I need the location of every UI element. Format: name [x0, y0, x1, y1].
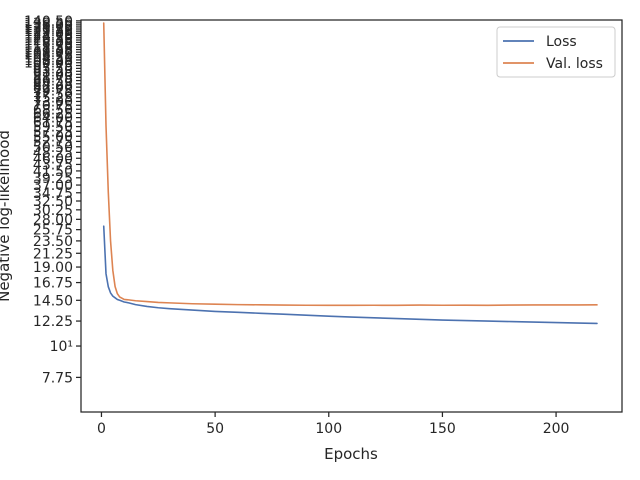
y-tick-label: 93.25 [33, 64, 73, 80]
y-axis-label: Negative log-likelihood [0, 130, 13, 302]
legend: Loss Val. loss [496, 26, 616, 78]
y-tick-label: 97.75 [33, 59, 73, 75]
y-tick-label: 7.75 [42, 370, 73, 386]
y-tick-label: 21.25 [33, 246, 73, 262]
legend-label: Loss [546, 34, 577, 50]
series-line-val-loss [102, 22, 598, 307]
y-tick-label: 61.75 [33, 115, 73, 131]
y-tick-label: 95.50 [33, 61, 73, 77]
series-layer [102, 22, 598, 325]
y-tick-label: 75.25 [33, 91, 73, 107]
y-tick-label: 25.75 [33, 223, 73, 239]
plot-area [80, 19, 623, 413]
y-tick-label: 41.50 [33, 164, 73, 180]
y-tick-label: 34.75 [33, 186, 73, 202]
y-tick-label: 84.25 [33, 77, 73, 93]
x-axis-label: Epochs [324, 445, 378, 463]
y-tick-label: 68.50 [33, 102, 73, 118]
y-tick-label: 133.75 [24, 20, 73, 36]
y-tick-label: 28.00 [33, 212, 73, 228]
y-tick-label: 120.25 [24, 33, 73, 49]
y-tick-label: 73.00 [33, 94, 73, 110]
y-tick-label: 57.25 [33, 124, 73, 140]
y-tick-label: 86.50 [33, 74, 73, 90]
y-tick-label: 122.50 [24, 31, 73, 47]
y-tick-label: 64.00 [33, 111, 73, 127]
y-tick-label: 50.50 [33, 140, 73, 156]
y-tick-label: 14.50 [33, 293, 73, 309]
y-tick-label: 16.75 [33, 276, 73, 292]
legend-box [496, 26, 616, 78]
y-tick-label: 100.00 [24, 56, 73, 72]
y-tick-label: 113.50 [24, 40, 73, 56]
y-tick-label: 131.50 [24, 22, 73, 38]
y-tick-label: 82.00 [33, 80, 73, 96]
y-tick-label: 48.25 [33, 145, 73, 161]
y-tick-label: 70.75 [33, 98, 73, 114]
y-tick-label: 37.00 [33, 178, 73, 194]
y-tick-label: 104.50 [24, 50, 73, 66]
x-tick-label: 0 [97, 421, 106, 437]
y-tick-label: 129.25 [24, 24, 73, 40]
y-tick-label: 66.25 [33, 106, 73, 122]
y-tick-label: 91.00 [33, 67, 73, 83]
plot-frame [80, 19, 623, 413]
y-tick-label: 43.75 [33, 157, 73, 173]
y-tick-label: 32.50 [33, 194, 73, 210]
series-line-loss [102, 225, 598, 325]
y-tick-label: 46.00 [33, 151, 73, 167]
legend-label: Val. loss [546, 56, 603, 72]
y-tick-label: 30.25 [33, 203, 73, 219]
y-tick-label: 102.25 [24, 53, 73, 69]
x-tick-label: 50 [206, 421, 224, 437]
y-tick-label: 111.25 [24, 43, 73, 59]
y-tick-label: 127.00 [24, 26, 73, 42]
y-tick-label: 106.75 [24, 48, 73, 64]
y-tick-label: 19.00 [33, 260, 73, 276]
x-tick-label: 200 [543, 421, 570, 437]
x-axis: 0 50 100 150 200 [97, 412, 569, 437]
y-tick-label: 115.75 [24, 38, 73, 54]
y-tick-label: 136.00 [24, 18, 73, 34]
y-tick-label: 77.50 [33, 87, 73, 103]
y-tick-label: 88.75 [33, 70, 73, 86]
y-tick-label: 79.75 [33, 84, 73, 100]
y-tick-label: 140.50 [24, 14, 73, 30]
x-tick-label: 150 [429, 421, 456, 437]
y-tick-label: 138.25 [24, 16, 73, 32]
y-tick-label: 23.50 [33, 234, 73, 250]
y-tick-label: 52.75 [33, 134, 73, 150]
y-tick-label: 39.25 [33, 171, 73, 187]
y-tick-label: 55.00 [33, 129, 73, 145]
y-axis: 7.75 10¹ 12.25 14.5016.7519.0021.2523.5025.… [24, 14, 81, 386]
y-tick-label: 59.50 [33, 120, 73, 136]
x-tick-label: 100 [315, 421, 342, 437]
y-tick-label: 109.00 [24, 45, 73, 61]
y-tick-label: 124.75 [24, 29, 73, 45]
y-tick-label: 118.00 [24, 35, 73, 51]
y-tick-label: 10¹ [50, 339, 73, 355]
y-tick-label: 12.25 [33, 314, 73, 330]
